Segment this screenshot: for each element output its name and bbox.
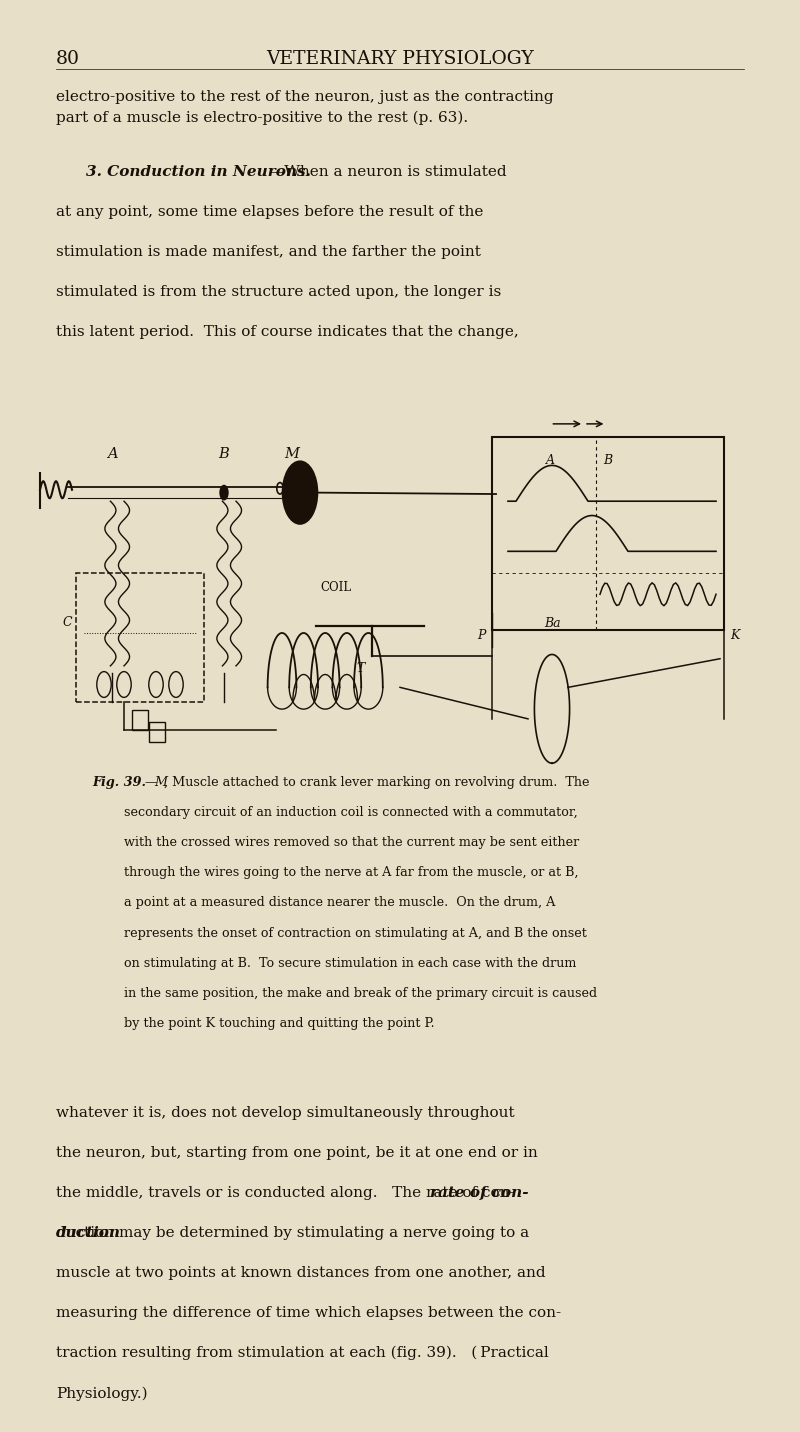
Bar xyxy=(132,710,148,730)
Text: stimulated is from the structure acted upon, the longer is: stimulated is from the structure acted u… xyxy=(56,285,502,299)
Text: C: C xyxy=(62,616,72,630)
Text: M: M xyxy=(154,776,167,789)
Text: A: A xyxy=(546,454,555,467)
Text: on stimulating at B.  To secure stimulation in each case with the drum: on stimulating at B. To secure stimulati… xyxy=(124,957,576,969)
Circle shape xyxy=(220,485,228,500)
Text: stimulation is made manifest, and the farther the point: stimulation is made manifest, and the fa… xyxy=(56,245,481,259)
Text: K: K xyxy=(730,629,740,643)
Text: P: P xyxy=(478,629,486,643)
Text: muscle at two points at known distances from one another, and: muscle at two points at known distances … xyxy=(56,1266,546,1280)
Text: B: B xyxy=(603,454,613,467)
Text: B: B xyxy=(218,447,230,461)
Text: —: — xyxy=(145,776,158,789)
Text: A: A xyxy=(106,447,118,461)
Text: by the point K touching and quitting the point P.: by the point K touching and quitting the… xyxy=(124,1017,434,1030)
Text: whatever it is, does not develop simultaneously throughout: whatever it is, does not develop simulta… xyxy=(56,1106,514,1120)
Circle shape xyxy=(282,461,318,524)
Text: —When a neuron is stimulated: —When a neuron is stimulated xyxy=(269,165,506,179)
Text: represents the onset of contraction on stimulating at A, and B the onset: represents the onset of contraction on s… xyxy=(124,927,587,939)
Text: M: M xyxy=(285,447,299,461)
Text: T: T xyxy=(357,662,365,674)
Bar xyxy=(492,437,724,630)
Text: 80: 80 xyxy=(56,50,80,69)
Text: COIL: COIL xyxy=(321,581,351,594)
Text: this latent period.  This of course indicates that the change,: this latent period. This of course indic… xyxy=(56,325,518,339)
Text: the middle, travels or is conducted along.   The rate of con-: the middle, travels or is conducted alon… xyxy=(56,1186,514,1200)
Bar xyxy=(76,573,204,702)
Text: VETERINARY PHYSIOLOGY: VETERINARY PHYSIOLOGY xyxy=(266,50,534,69)
Text: , Muscle attached to crank lever marking on revolving drum.  The: , Muscle attached to crank lever marking… xyxy=(164,776,590,789)
Text: at any point, some time elapses before the result of the: at any point, some time elapses before t… xyxy=(56,205,483,219)
Text: measuring the difference of time which elapses between the con-: measuring the difference of time which e… xyxy=(56,1306,561,1320)
Text: the neuron, but, starting from one point, be it at one end or in: the neuron, but, starting from one point… xyxy=(56,1146,538,1160)
Text: Ba: Ba xyxy=(544,617,560,630)
Text: electro-positive to the rest of the neuron, just as the contracting
part of a mu: electro-positive to the rest of the neur… xyxy=(56,90,554,125)
Text: in the same position, the make and break of the primary circuit is caused: in the same position, the make and break… xyxy=(124,987,597,1000)
Text: 3. Conduction in Neurons.: 3. Conduction in Neurons. xyxy=(86,165,311,179)
Text: duction may be determined by stimulating a nerve going to a: duction may be determined by stimulating… xyxy=(56,1226,529,1240)
Bar xyxy=(149,722,165,742)
Text: duction: duction xyxy=(56,1226,121,1240)
Text: a point at a measured distance nearer the muscle.  On the drum, A: a point at a measured distance nearer th… xyxy=(124,896,555,909)
Text: through the wires going to the nerve at A far from the muscle, or at B,: through the wires going to the nerve at … xyxy=(124,866,578,879)
Text: rate of con-: rate of con- xyxy=(430,1186,529,1200)
Text: Fig. 39.: Fig. 39. xyxy=(92,776,146,789)
Text: Physiology.): Physiology.) xyxy=(56,1386,148,1400)
Text: with the crossed wires removed so that the current may be sent either: with the crossed wires removed so that t… xyxy=(124,836,579,849)
Text: traction resulting from stimulation at each (fig. 39).   ( Practical: traction resulting from stimulation at e… xyxy=(56,1346,549,1360)
Text: secondary circuit of an induction coil is connected with a commutator,: secondary circuit of an induction coil i… xyxy=(124,806,578,819)
